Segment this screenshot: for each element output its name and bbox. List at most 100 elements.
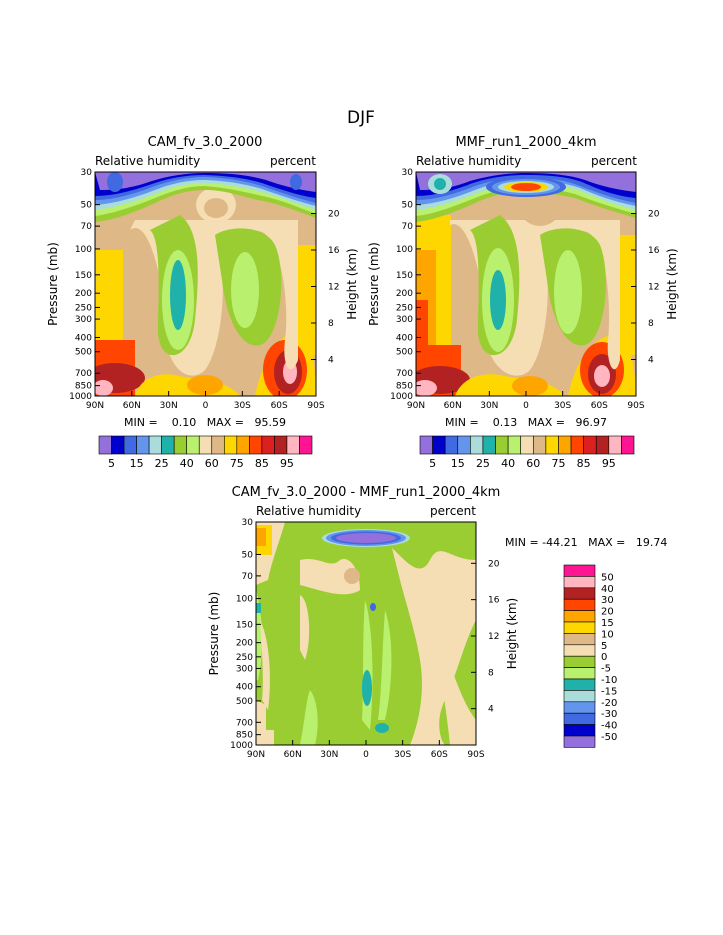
colorbar-label: -15	[601, 686, 617, 697]
y-right-tick-label: 20	[488, 559, 500, 569]
colorbar-label: 25	[476, 457, 490, 470]
y-tick-label: 300	[396, 315, 413, 325]
contour-field	[416, 172, 636, 396]
y-axis-title: Pressure (mb)	[207, 592, 221, 676]
colorbar-swatch	[621, 435, 635, 455]
y-tick-label: 150	[75, 271, 92, 281]
colorbar-label: -20	[601, 698, 617, 709]
x-tick-label: 90S	[467, 750, 484, 760]
y-axis-right-title: Height (km)	[505, 598, 519, 669]
colorbar-swatch	[286, 435, 300, 455]
colorbar-swatch	[563, 644, 596, 657]
colorbar-label: 5	[601, 641, 607, 652]
y-tick-label: 850	[75, 382, 92, 392]
colorbar-label: 95	[602, 457, 616, 470]
colorbar-label: 85	[255, 457, 269, 470]
y-tick-label: 50	[81, 201, 93, 211]
y-tick-label: 50	[242, 550, 254, 560]
y-tick-label: 100	[396, 245, 413, 255]
x-tick-label: 90N	[86, 401, 104, 411]
colorbar-label: 60	[526, 457, 540, 470]
y-tick-label: 70	[242, 572, 254, 582]
y-tick-label: 250	[396, 303, 413, 313]
panel-cam: CAM_fv_3.0_2000 Relative humidity percen…	[94, 135, 317, 397]
min-max-labels: MIN = 0.10 MAX = 95.59 MIN = 0.13 MAX = …	[124, 416, 607, 429]
colorbar-label: 40	[501, 457, 515, 470]
y-right-tick-label: 8	[488, 668, 494, 678]
colorbar-swatch	[563, 655, 596, 668]
colorbar-swatch	[563, 564, 596, 577]
x-tick-label: 30N	[320, 750, 338, 760]
y-right-tick-label: 16	[488, 596, 500, 606]
x-tick-label: 0	[363, 750, 369, 760]
y-tick-label: 400	[75, 333, 92, 343]
colorbar-label: 5	[429, 457, 436, 470]
y-tick-label: 500	[236, 697, 253, 707]
colorbar-swatch	[148, 435, 162, 455]
y-tick-label: 250	[236, 653, 253, 663]
y-tick-label: 700	[236, 718, 253, 728]
y-tick-label: 500	[396, 348, 413, 358]
colorbar-swatch	[495, 435, 509, 455]
colorbar-swatch	[223, 435, 238, 455]
colorbar-label: 10	[601, 629, 614, 640]
colorbar-swatch	[98, 435, 112, 455]
panel-left-label: Relative humidity	[256, 504, 361, 518]
y-axis-right-title: Height (km)	[665, 248, 679, 319]
y-tick-label: 200	[396, 289, 413, 299]
colorbar-label: -5	[601, 664, 611, 675]
y-tick-label: 30	[242, 518, 254, 528]
colorbar-swatch	[274, 435, 288, 455]
colorbar-label: -30	[601, 709, 617, 720]
y-tick-label: 50	[402, 201, 414, 211]
panel-mmf: MMF_run1_2000_4km Relative humidity perc…	[415, 135, 637, 397]
colorbar-swatch	[563, 587, 596, 600]
colorbar-swatch	[457, 435, 471, 455]
panel-mmf-min-max: MIN = 0.13 MAX = 96.97	[445, 416, 607, 429]
y-tick-label: 850	[396, 382, 413, 392]
x-tick-label: 60S	[271, 401, 288, 411]
colorbar-label: 20	[601, 607, 614, 618]
colorbar-label: 40	[601, 584, 614, 595]
panel-title: CAM_fv_3.0_2000 - MMF_run1_2000_4km	[232, 485, 501, 500]
colorbar-swatch	[236, 435, 250, 455]
y-right-tick-label: 4	[488, 705, 494, 715]
colorbar-label: 30	[601, 595, 614, 606]
x-tick-label: 0	[523, 401, 529, 411]
y-tick-label: 150	[236, 620, 253, 630]
colorbar-label: 5	[108, 457, 115, 470]
colorbar-label: 85	[577, 457, 591, 470]
y-right-tick-label: 4	[328, 355, 334, 365]
colorbar-swatch	[558, 435, 572, 455]
colorbar-swatch	[470, 435, 484, 455]
y-tick-label: 70	[402, 222, 414, 232]
x-tick-label: 30S	[234, 401, 251, 411]
x-tick-label: 60N	[444, 401, 462, 411]
colorbar-label: 25	[155, 457, 169, 470]
x-tick-label: 30N	[160, 401, 178, 411]
panel-title: CAM_fv_3.0_2000	[148, 135, 263, 150]
x-tick-label: 90S	[307, 401, 324, 411]
colorbar-swatch	[563, 712, 596, 725]
colorbar-label: 50	[601, 572, 614, 583]
y-right-tick-label: 20	[328, 209, 340, 219]
y-right-tick-label: 12	[488, 632, 499, 642]
colorbar-label: 75	[230, 457, 244, 470]
y-tick-label: 70	[81, 222, 93, 232]
y-axis-title: Pressure (mb)	[46, 242, 60, 326]
colorbar-swatch	[595, 435, 610, 455]
y-tick-label: 400	[396, 333, 413, 343]
colorbar-label: 0	[601, 652, 607, 663]
page-title: DJF	[347, 108, 375, 128]
x-tick-label: 30S	[394, 750, 411, 760]
y-tick-label: 100	[75, 245, 92, 255]
colorbar-swatch	[419, 435, 433, 455]
colorbar-swatch	[563, 735, 596, 748]
colorbar-swatch	[123, 435, 137, 455]
colorbar-swatch	[432, 435, 446, 455]
y-tick-label: 30	[402, 168, 414, 178]
x-tick-label: 90S	[627, 401, 644, 411]
x-tick-label: 30S	[554, 401, 571, 411]
